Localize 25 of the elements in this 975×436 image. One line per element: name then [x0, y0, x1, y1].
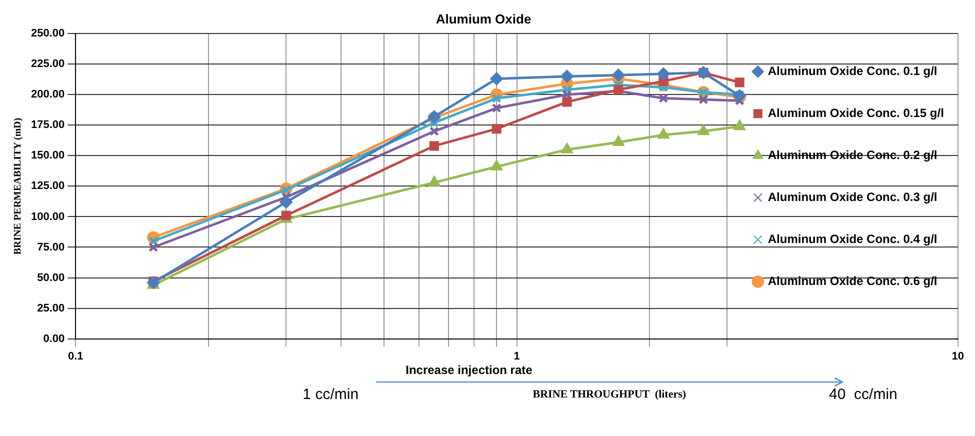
chart-title: Alumium Oxide: [436, 11, 532, 26]
text: 40 cc/min: [829, 386, 898, 403]
legend-label: Aluminum Oxide Conc. 0.4 g/l: [768, 232, 938, 246]
y-tick-label: 75.00: [37, 241, 65, 254]
text: 1 cc/min: [302, 386, 359, 403]
x-tick-label: 1: [514, 350, 520, 362]
text: Increase injection rate: [406, 363, 533, 378]
y-tick-label: 225.00: [30, 58, 65, 70]
legend-label: Aluminum Oxide Conc. 0.1 g/l: [768, 64, 938, 78]
y-tick-label: 0.00: [43, 332, 65, 345]
x-tick-label: 0.1: [68, 350, 84, 362]
legend-label: Aluminum Oxide Conc. 0.15 g/l: [768, 106, 944, 120]
y-axis-title: BRINE PERMEABILITY (mD): [12, 118, 24, 255]
y-tick-label: 100.00: [30, 210, 65, 223]
x-tick-label: 10: [952, 350, 964, 362]
y-tick-label: 50.00: [37, 272, 65, 284]
y-tick-label: 200.00: [30, 88, 65, 101]
y-tick-label: 175.00: [30, 119, 65, 132]
y-tick-label: 25.00: [37, 302, 65, 314]
legend-label: Aluminum Oxide Conc. 0.3 g/l: [768, 190, 938, 204]
y-tick-label: 150.00: [30, 150, 65, 162]
y-tick-label: 250.00: [30, 28, 65, 40]
x-axis-title: BRINE THROUGHPUT (liters): [532, 388, 686, 401]
legend-label: Aluminum Oxide Conc. 0.6 g/l: [768, 274, 938, 288]
y-tick-label: 125.00: [30, 180, 65, 192]
